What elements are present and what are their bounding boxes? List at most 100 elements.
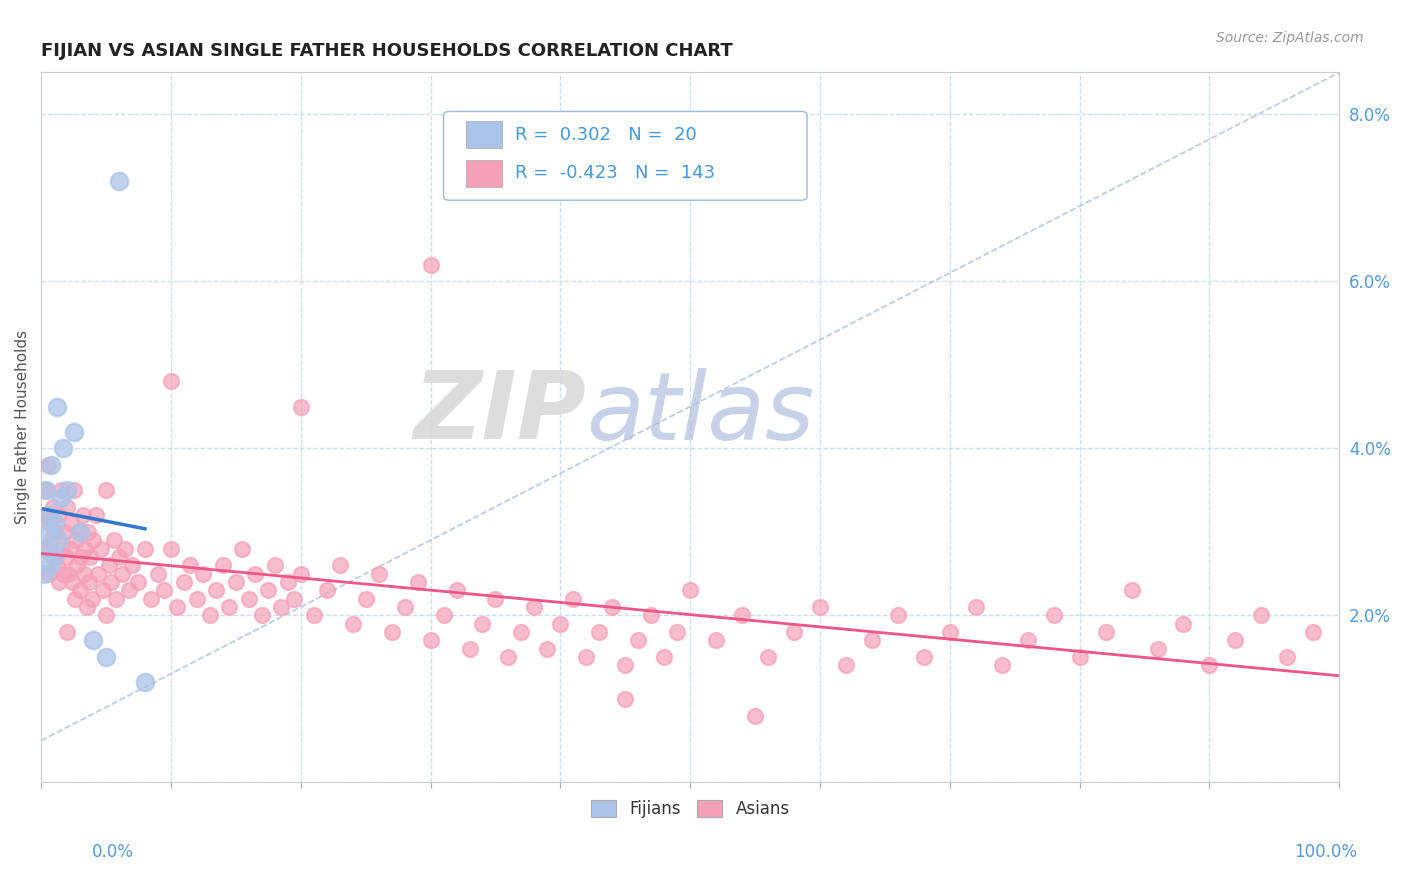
Point	[108, 174, 131, 188]
Point	[218, 599, 240, 614]
Point	[94, 608, 117, 623]
Point	[44, 524, 66, 539]
Point	[510, 625, 533, 640]
Point	[56, 500, 79, 514]
Point	[39, 558, 62, 573]
Point	[76, 599, 98, 614]
Y-axis label: Single Father Households: Single Father Households	[15, 330, 30, 524]
Point	[860, 633, 883, 648]
Point	[614, 691, 637, 706]
Text: R =  -0.423   N =  143: R = -0.423 N = 143	[515, 164, 716, 182]
Point	[79, 549, 101, 564]
Point	[118, 583, 141, 598]
Point	[1069, 650, 1091, 665]
Point	[105, 591, 128, 606]
Point	[160, 375, 183, 389]
Point	[48, 574, 70, 589]
Point	[87, 566, 110, 581]
Point	[756, 650, 779, 665]
Point	[315, 583, 337, 598]
Point	[640, 608, 662, 623]
Point	[32, 508, 55, 522]
Text: Source: ZipAtlas.com: Source: ZipAtlas.com	[1216, 31, 1364, 45]
Point	[114, 541, 136, 556]
Point	[354, 591, 377, 606]
Point	[471, 616, 494, 631]
Point	[835, 658, 858, 673]
Point	[35, 541, 58, 556]
Point	[731, 608, 754, 623]
Point	[51, 541, 73, 556]
Point	[257, 583, 280, 598]
Point	[60, 574, 83, 589]
Point	[329, 558, 352, 573]
Point	[52, 566, 75, 581]
Point	[965, 599, 987, 614]
Point	[225, 574, 247, 589]
Point	[127, 574, 149, 589]
Point	[94, 483, 117, 497]
Point	[1225, 633, 1247, 648]
Point	[134, 541, 156, 556]
Point	[90, 541, 112, 556]
Point	[186, 591, 208, 606]
Point	[58, 566, 80, 581]
Point	[536, 641, 558, 656]
Point	[1277, 650, 1299, 665]
Text: 100.0%: 100.0%	[1294, 843, 1357, 861]
Point	[458, 641, 481, 656]
Point	[56, 625, 79, 640]
Bar	[465, 121, 502, 148]
Text: ZIP: ZIP	[413, 368, 586, 459]
Point	[887, 608, 910, 623]
Point	[245, 566, 267, 581]
Point	[419, 633, 441, 648]
Point	[97, 558, 120, 573]
Point	[41, 533, 63, 548]
Point	[49, 483, 72, 497]
Point	[290, 566, 312, 581]
Point	[72, 508, 94, 522]
Point	[73, 566, 96, 581]
Point	[704, 633, 727, 648]
Point	[59, 516, 82, 531]
Point	[49, 491, 72, 506]
Point	[912, 650, 935, 665]
Point	[588, 625, 610, 640]
Point	[498, 650, 520, 665]
Point	[614, 658, 637, 673]
Point	[283, 591, 305, 606]
Point	[446, 583, 468, 598]
Point	[990, 658, 1012, 673]
Point	[550, 616, 572, 631]
Point	[67, 524, 90, 539]
Point	[93, 583, 115, 598]
Point	[103, 533, 125, 548]
Point	[46, 508, 69, 522]
Point	[652, 650, 675, 665]
Point	[41, 458, 63, 472]
Point	[82, 633, 104, 648]
Point	[141, 591, 163, 606]
Point	[627, 633, 650, 648]
Point	[277, 574, 299, 589]
Point	[46, 533, 69, 548]
Point	[1250, 608, 1272, 623]
Point	[1042, 608, 1064, 623]
Point	[290, 400, 312, 414]
Point	[42, 549, 65, 564]
Point	[523, 599, 546, 614]
Point	[76, 524, 98, 539]
Point	[744, 708, 766, 723]
Point	[69, 524, 91, 539]
Point	[37, 458, 59, 472]
Point	[62, 425, 84, 439]
Point	[939, 625, 962, 640]
Point	[100, 574, 122, 589]
Point	[166, 599, 188, 614]
Point	[238, 591, 260, 606]
Point	[55, 549, 77, 564]
Point	[808, 599, 831, 614]
Point	[406, 574, 429, 589]
Point	[146, 566, 169, 581]
